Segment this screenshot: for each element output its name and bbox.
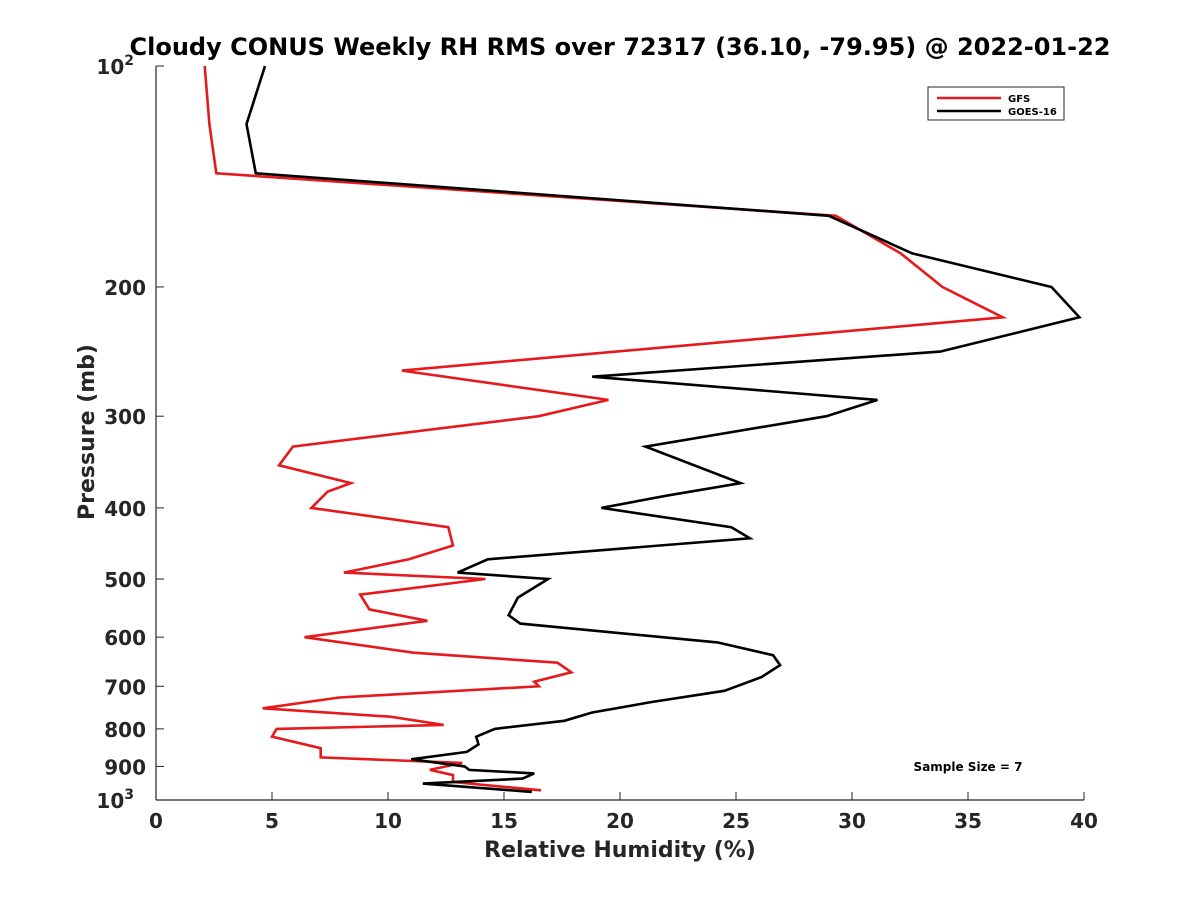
legend-label-goes-16: GOES-16 — [1008, 107, 1057, 118]
sample-size-annotation: Sample Size = 7 — [914, 760, 1023, 774]
y-axis-label: Pressure (mb) — [75, 344, 100, 520]
y-tick-label: 900 — [104, 755, 146, 779]
x-tick-label: 20 — [606, 809, 634, 833]
x-tick-label: 15 — [490, 809, 518, 833]
y-tick-label: 300 — [104, 405, 146, 429]
x-tick-label: 40 — [1070, 809, 1098, 833]
y-tick-label: 400 — [104, 497, 146, 521]
x-tick-label: 25 — [722, 809, 750, 833]
series-line-gfs — [203, 65, 1008, 792]
legend-label-gfs: GFS — [1008, 94, 1030, 105]
y-tick-label: 700 — [104, 675, 146, 699]
legend: GFS GOES-16 — [927, 86, 1065, 121]
legend-box — [927, 86, 1065, 121]
x-axis-label: Relative Humidity (%) — [484, 838, 756, 863]
chart-title: Cloudy CONUS Weekly RH RMS over 72317 (3… — [130, 33, 1111, 61]
x-tick-label: 30 — [838, 809, 866, 833]
series-line-goes-16 — [245, 65, 1082, 794]
x-tick-label: 5 — [265, 809, 279, 833]
plot-area: 0 5 10 15 20 25 30 35 40102200300400500600700800… — [96, 53, 1098, 833]
y-tick-label: 800 — [104, 718, 146, 742]
y-tick-label: 200 — [104, 276, 146, 300]
x-tick-label: 35 — [954, 809, 982, 833]
x-tick-label: 10 — [374, 809, 402, 833]
y-tick-label: 500 — [104, 568, 146, 592]
x-tick-label: 0 — [149, 809, 163, 833]
y-tick-label: 600 — [104, 626, 146, 650]
